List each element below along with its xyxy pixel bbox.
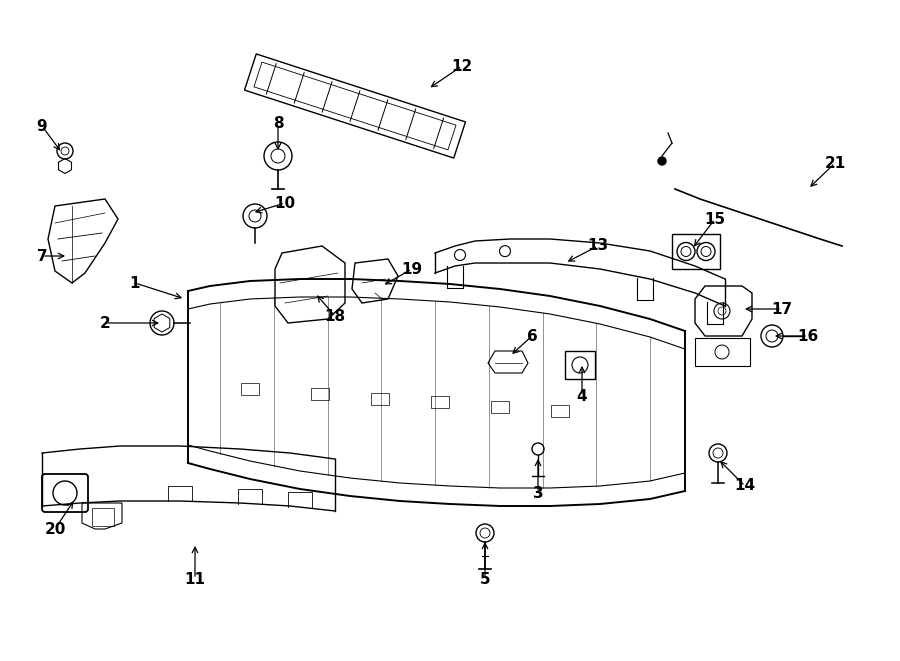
Text: 16: 16 [797,329,819,344]
Bar [431,397,449,408]
Bar [371,393,389,405]
Text: 19: 19 [401,262,423,276]
Text: 8: 8 [273,116,284,130]
Text: 3: 3 [533,485,544,500]
Text: 12: 12 [452,59,472,73]
Text: 20: 20 [44,522,66,537]
Text: 5: 5 [480,572,491,586]
Text: 18: 18 [324,309,346,323]
Text: 11: 11 [184,572,205,586]
Text: 2: 2 [100,315,111,330]
Text: 7: 7 [37,249,48,264]
Bar [565,351,595,379]
Text: 21: 21 [824,155,846,171]
Bar [311,389,329,401]
Text: 15: 15 [705,212,725,227]
Text: 13: 13 [588,239,608,254]
Text: 14: 14 [734,479,756,494]
Bar [695,338,750,366]
Bar [491,401,509,412]
Bar [92,508,114,526]
Circle shape [658,157,666,165]
Bar [241,383,259,395]
Text: 9: 9 [37,118,48,134]
Text: 1: 1 [130,276,140,290]
Text: 4: 4 [577,389,588,403]
Bar [551,405,569,417]
Text: 6: 6 [526,329,537,344]
Text: 10: 10 [274,196,295,210]
Bar [672,234,720,269]
Text: 17: 17 [771,301,793,317]
